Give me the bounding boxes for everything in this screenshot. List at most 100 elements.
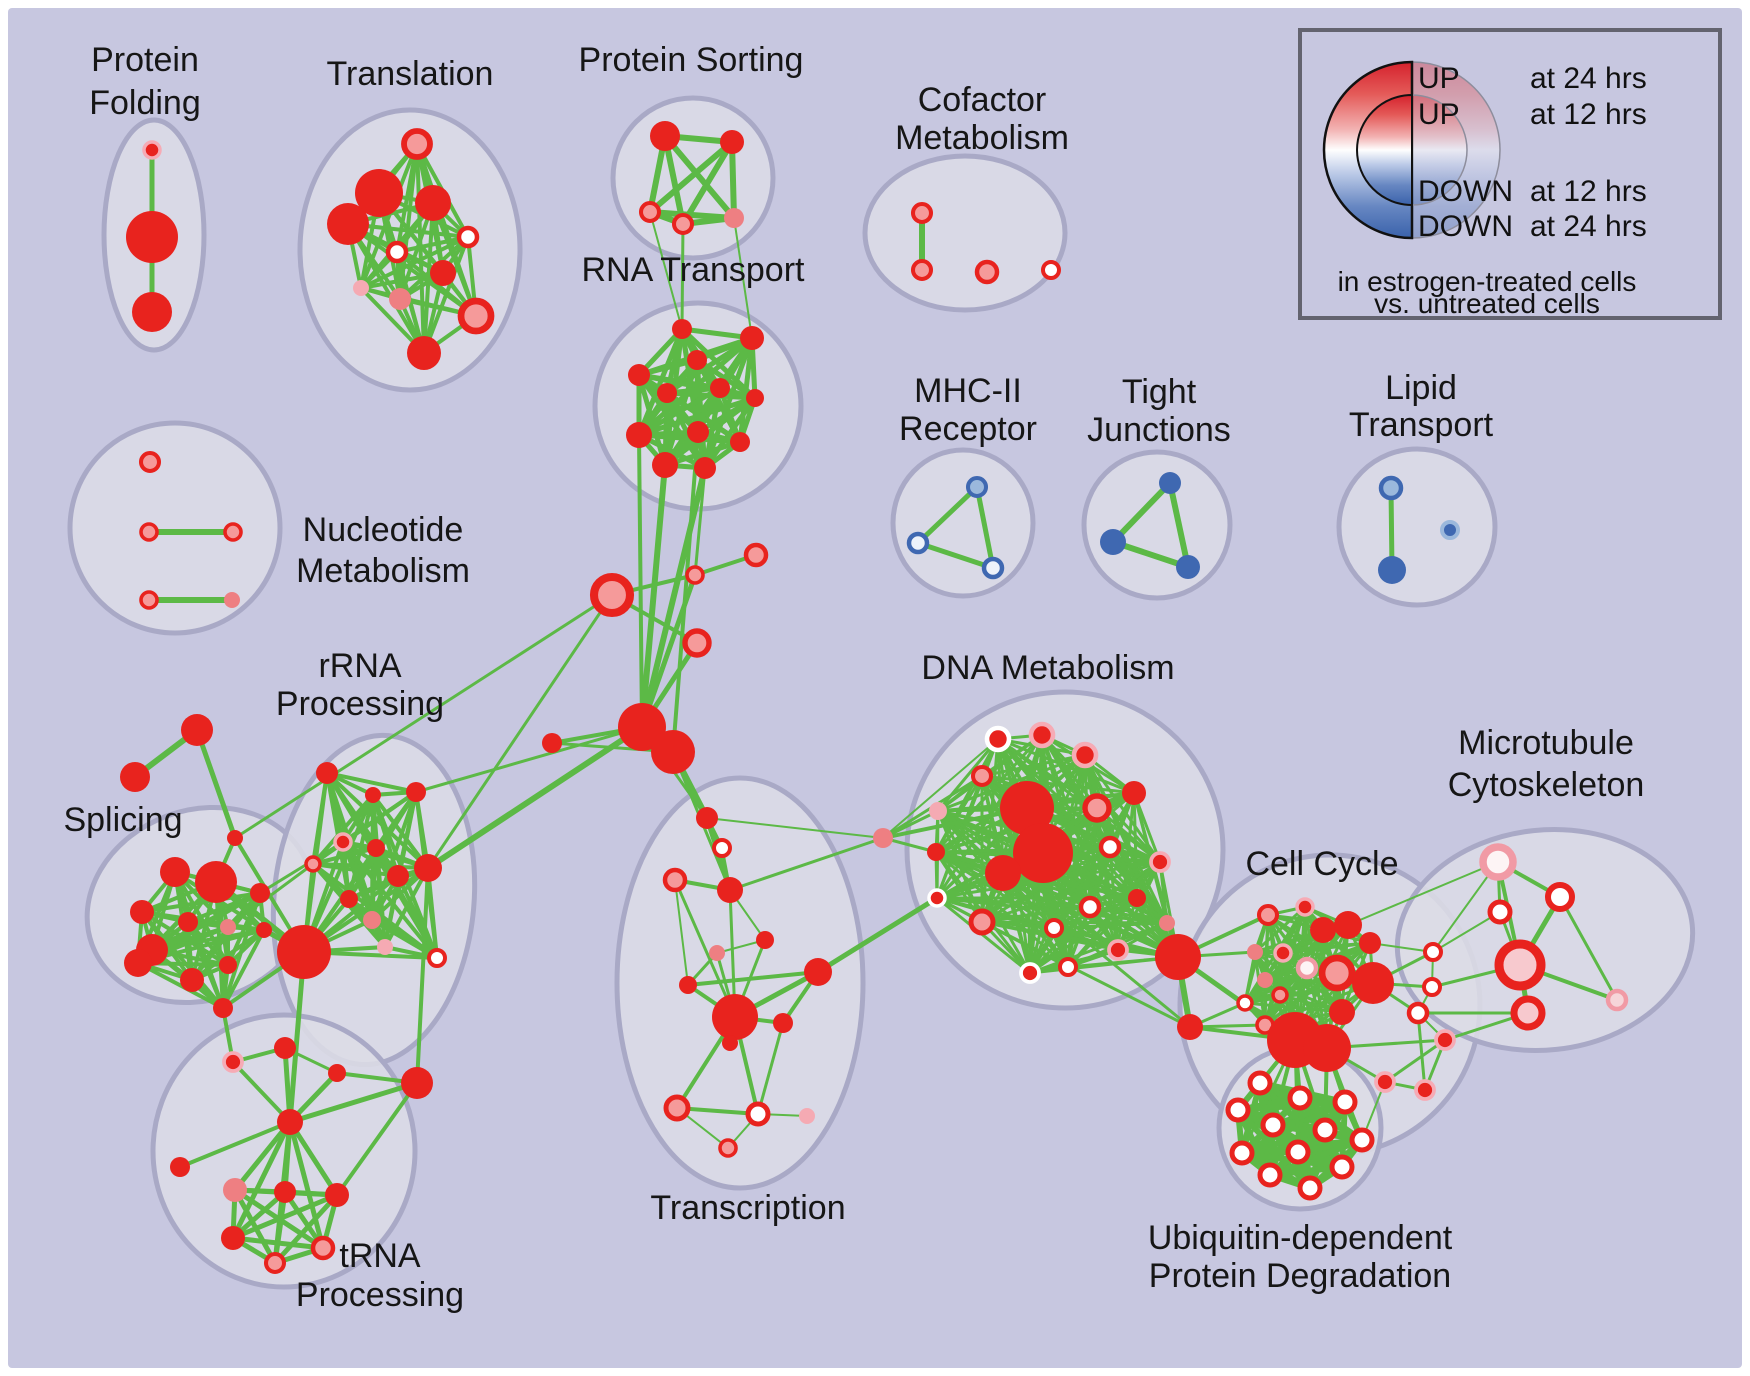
network-node-d4[interactable] <box>1122 781 1146 805</box>
network-node-T7[interactable] <box>325 1183 349 1207</box>
network-node-tx14[interactable] <box>718 1138 738 1158</box>
network-node-d1[interactable] <box>1028 721 1056 749</box>
network-node-R8[interactable] <box>387 865 409 887</box>
network-node-rt10[interactable] <box>694 457 716 479</box>
network-node-cc16[interactable] <box>1303 1024 1351 1072</box>
network-node-sp11[interactable] <box>213 998 233 1018</box>
network-node-m9[interactable] <box>1434 1029 1456 1051</box>
network-node-m8[interactable] <box>1605 988 1629 1012</box>
network-node-rt5[interactable] <box>657 383 677 403</box>
network-node-u7[interactable] <box>1229 1140 1255 1166</box>
network-node-T10[interactable] <box>263 1251 287 1275</box>
network-node-rt2[interactable] <box>628 364 650 386</box>
network-node-d2[interactable] <box>1071 741 1099 769</box>
network-node-d10[interactable] <box>985 855 1021 891</box>
network-node-rt4[interactable] <box>710 378 730 398</box>
network-node-T1[interactable] <box>274 1037 296 1059</box>
network-node-T6[interactable] <box>274 1181 296 1203</box>
network-node-sp0[interactable] <box>160 857 190 887</box>
network-node-nm3[interactable] <box>139 590 159 610</box>
network-node-cf1[interactable] <box>910 258 934 282</box>
network-node-h1[interactable] <box>651 730 695 774</box>
network-node-T5[interactable] <box>223 1178 247 1202</box>
network-node-u0[interactable] <box>1247 1070 1273 1096</box>
network-node-cc6[interactable] <box>1273 943 1293 963</box>
network-node-m4[interactable] <box>1494 939 1546 991</box>
network-node-d7[interactable] <box>1000 781 1054 835</box>
network-node-c1[interactable] <box>743 542 769 568</box>
network-node-lt2[interactable] <box>1440 520 1460 540</box>
network-node-tx12[interactable] <box>745 1101 771 1127</box>
network-node-s0[interactable] <box>650 121 680 151</box>
network-node-tj1[interactable] <box>1100 529 1126 555</box>
network-node-d13[interactable] <box>1128 889 1146 907</box>
network-node-t9[interactable] <box>457 297 495 335</box>
network-node-cc9[interactable] <box>1352 962 1394 1004</box>
network-node-sp3[interactable] <box>178 912 198 932</box>
network-node-tj0[interactable] <box>1159 472 1181 494</box>
network-node-R11[interactable] <box>377 939 393 955</box>
network-node-d5[interactable] <box>1082 793 1112 823</box>
network-node-tx9[interactable] <box>773 1013 793 1033</box>
network-node-m10[interactable] <box>1374 1071 1396 1093</box>
network-node-R0[interactable] <box>277 925 331 979</box>
network-node-d11[interactable] <box>1098 835 1122 859</box>
network-node-cc11[interactable] <box>1271 986 1289 1004</box>
network-node-dnc[interactable] <box>873 828 893 848</box>
network-node-pf2[interactable] <box>132 292 172 332</box>
network-node-rt6[interactable] <box>746 389 764 407</box>
network-node-d3[interactable] <box>970 764 994 788</box>
network-node-R2[interactable] <box>316 762 338 784</box>
network-node-tx2[interactable] <box>662 867 688 893</box>
network-node-tx7[interactable] <box>804 958 832 986</box>
network-node-nm0[interactable] <box>138 450 162 474</box>
network-node-R5[interactable] <box>333 832 353 852</box>
network-node-tx13[interactable] <box>799 1108 815 1124</box>
network-node-d21[interactable] <box>1058 957 1078 977</box>
network-node-T2[interactable] <box>328 1064 346 1082</box>
network-node-t0[interactable] <box>401 128 433 160</box>
network-node-u10[interactable] <box>1257 1162 1283 1188</box>
network-node-cf3[interactable] <box>1041 260 1061 280</box>
network-node-t1[interactable] <box>355 169 403 217</box>
network-node-s3[interactable] <box>671 212 695 236</box>
network-node-cc12[interactable] <box>1236 994 1254 1012</box>
network-node-R7[interactable] <box>367 839 385 857</box>
network-node-mh2[interactable] <box>981 556 1005 580</box>
network-node-sp10[interactable] <box>124 949 152 977</box>
network-node-cc3[interactable] <box>1334 911 1362 939</box>
network-node-cc7[interactable] <box>1295 956 1319 980</box>
network-node-tx10[interactable] <box>722 1035 738 1051</box>
network-node-nm4[interactable] <box>224 592 240 608</box>
network-node-d22[interactable] <box>1155 934 1201 980</box>
network-node-T8[interactable] <box>221 1226 245 1250</box>
network-node-t3[interactable] <box>327 203 369 245</box>
network-node-pf0[interactable] <box>142 140 162 160</box>
network-node-d17[interactable] <box>968 908 996 936</box>
network-node-mh1[interactable] <box>906 531 930 555</box>
network-node-R9[interactable] <box>340 890 358 908</box>
network-node-u4[interactable] <box>1260 1112 1286 1138</box>
network-node-u2[interactable] <box>1332 1089 1358 1115</box>
network-node-R1[interactable] <box>414 854 442 882</box>
network-node-d16[interactable] <box>927 888 947 908</box>
network-node-s1[interactable] <box>720 130 744 154</box>
network-node-c0[interactable] <box>685 565 705 585</box>
network-node-m6[interactable] <box>1406 1001 1430 1025</box>
network-node-d20[interactable] <box>1019 962 1041 984</box>
network-node-nm1[interactable] <box>139 522 159 542</box>
network-node-sp2[interactable] <box>130 900 154 924</box>
network-node-T0[interactable] <box>222 1051 244 1073</box>
network-node-nm2[interactable] <box>223 522 243 542</box>
network-node-rt8[interactable] <box>687 421 709 443</box>
network-node-rt9[interactable] <box>652 452 678 478</box>
network-node-cc14[interactable] <box>1329 999 1355 1025</box>
network-node-t8[interactable] <box>389 288 411 310</box>
network-node-cc10[interactable] <box>1257 972 1273 988</box>
network-node-tx4[interactable] <box>756 931 774 949</box>
network-node-R12[interactable] <box>427 948 447 968</box>
network-node-d12[interactable] <box>1149 851 1171 873</box>
network-node-c3[interactable] <box>682 628 712 658</box>
network-node-m1[interactable] <box>1545 882 1575 912</box>
network-node-g1[interactable] <box>120 762 150 792</box>
